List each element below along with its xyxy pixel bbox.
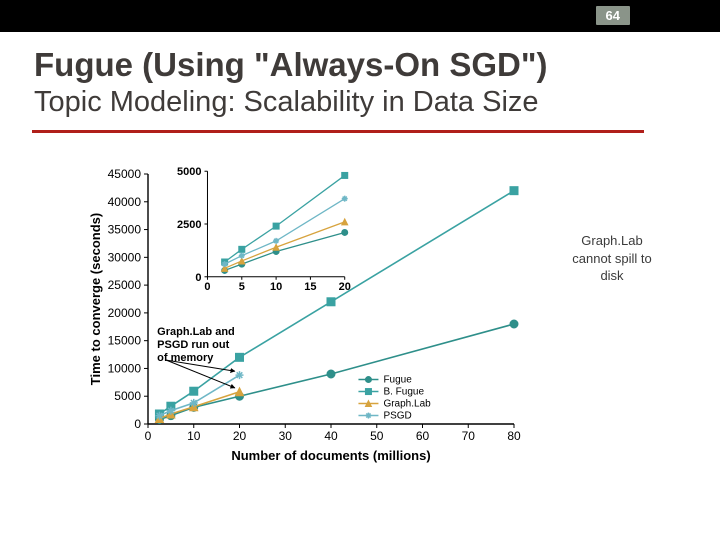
slide-topbar: 64 <box>0 0 720 32</box>
page-number-badge: 64 <box>596 6 630 25</box>
sidenote-line: cannot spill to <box>572 251 652 266</box>
svg-text:15000: 15000 <box>108 334 142 348</box>
svg-text:30000: 30000 <box>108 250 142 264</box>
svg-text:B. Fugue: B. Fugue <box>383 387 424 398</box>
svg-text:50: 50 <box>370 429 384 443</box>
svg-text:30: 30 <box>279 429 293 443</box>
svg-text:10000: 10000 <box>108 361 142 375</box>
svg-text:PSGD: PSGD <box>383 411 411 422</box>
graphlab-note: Graph.Lab cannot spill to disk <box>552 232 672 285</box>
svg-text:Time to converge (seconds): Time to converge (seconds) <box>88 213 103 385</box>
scalability-chart: 0102030405060708005000100001500020000250… <box>86 166 526 466</box>
slide-subtitle: Topic Modeling: Scalability in Data Size <box>34 86 720 119</box>
svg-text:20: 20 <box>233 429 247 443</box>
slide-title: Fugue (Using "Always-On SGD") <box>34 46 720 84</box>
svg-text:35000: 35000 <box>108 223 142 237</box>
sidenote-line: disk <box>600 268 623 283</box>
svg-text:Fugue: Fugue <box>383 375 412 386</box>
title-underline <box>32 130 644 133</box>
svg-text:70: 70 <box>462 429 476 443</box>
svg-text:45000: 45000 <box>108 167 142 181</box>
svg-text:80: 80 <box>507 429 521 443</box>
sidenote-line: Graph.Lab <box>581 233 642 248</box>
svg-text:Graph.Lab and: Graph.Lab and <box>157 326 235 338</box>
svg-text:20: 20 <box>339 281 351 293</box>
svg-text:5000: 5000 <box>114 389 141 403</box>
svg-text:5: 5 <box>239 281 245 293</box>
svg-text:0: 0 <box>204 281 210 293</box>
svg-text:10: 10 <box>270 281 282 293</box>
svg-text:0: 0 <box>145 429 152 443</box>
svg-text:60: 60 <box>416 429 430 443</box>
svg-text:0: 0 <box>134 417 141 431</box>
svg-text:2500: 2500 <box>177 219 201 231</box>
svg-text:15: 15 <box>304 281 316 293</box>
svg-text:0: 0 <box>195 272 201 284</box>
svg-text:20000: 20000 <box>108 306 142 320</box>
svg-text:Number of documents (millions): Number of documents (millions) <box>231 448 430 463</box>
svg-text:25000: 25000 <box>108 278 142 292</box>
svg-text:PSGD run out: PSGD run out <box>157 339 229 351</box>
svg-text:10: 10 <box>187 429 201 443</box>
svg-text:Graph.Lab: Graph.Lab <box>383 399 431 410</box>
svg-text:40000: 40000 <box>108 195 142 209</box>
svg-text:of memory: of memory <box>157 352 214 364</box>
svg-text:5000: 5000 <box>177 166 201 178</box>
svg-text:40: 40 <box>324 429 338 443</box>
